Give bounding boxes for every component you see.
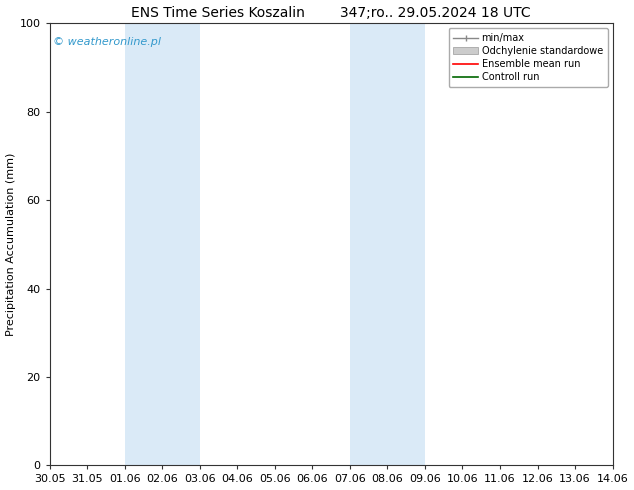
Bar (350, 24, 425, 465)
Bar (125, 24, 200, 465)
Title: ENS Time Series Koszalin        347;ro.. 29.05.2024 18 UTC: ENS Time Series Koszalin 347;ro.. 29.05.… (131, 5, 531, 20)
Legend: min/max, Odchylenie standardowe, Ensemble mean run, Controll run: min/max, Odchylenie standardowe, Ensembl… (448, 28, 608, 87)
Text: © weatheronline.pl: © weatheronline.pl (53, 37, 160, 47)
Y-axis label: Precipitation Accumulation (mm): Precipitation Accumulation (mm) (6, 153, 16, 336)
